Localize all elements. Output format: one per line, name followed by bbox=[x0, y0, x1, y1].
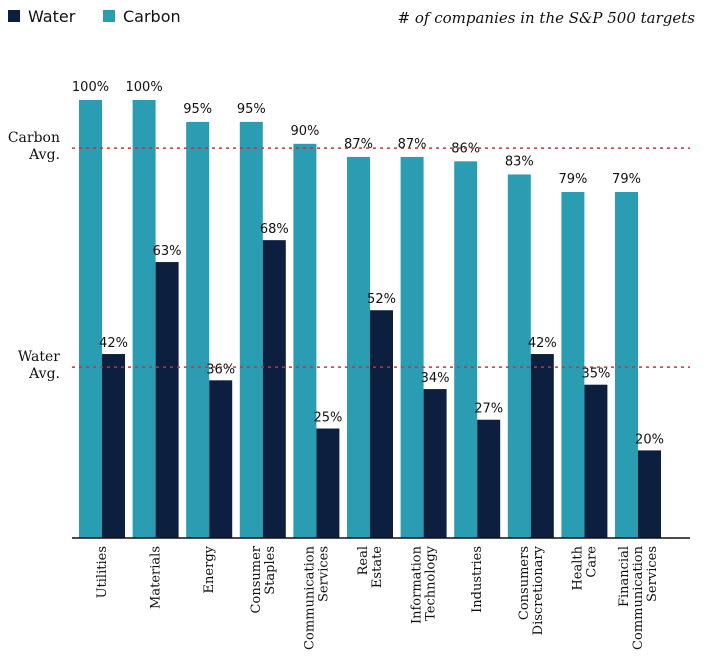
bar-water bbox=[477, 419, 501, 538]
bar-carbon bbox=[454, 161, 478, 538]
legend-swatch-water bbox=[8, 10, 20, 22]
bar-water bbox=[155, 262, 179, 538]
category-label: ConsumerStaples bbox=[249, 545, 278, 613]
category-label: Utilities bbox=[95, 546, 110, 598]
bar-carbon bbox=[293, 143, 317, 539]
bar-carbon bbox=[561, 191, 585, 539]
bar-water bbox=[209, 380, 233, 538]
bar-water bbox=[102, 354, 125, 538]
value-label-water: 63% bbox=[153, 244, 182, 259]
value-label-water: 27% bbox=[474, 402, 503, 417]
value-label-carbon: 79% bbox=[558, 172, 587, 187]
category-label: CommunicationServices bbox=[302, 545, 331, 650]
bar-water bbox=[584, 384, 608, 538]
value-label-water: 36% bbox=[206, 362, 235, 377]
value-label-water: 42% bbox=[99, 336, 128, 351]
value-label-carbon: 95% bbox=[237, 102, 266, 117]
value-label-carbon: 79% bbox=[612, 172, 641, 187]
value-label-water: 20% bbox=[635, 432, 664, 447]
bar-carbon bbox=[132, 100, 156, 538]
value-label-carbon: 87% bbox=[398, 137, 427, 152]
category-label: Energy bbox=[202, 545, 217, 593]
value-label-carbon: 87% bbox=[344, 137, 373, 152]
value-label-water: 25% bbox=[313, 411, 342, 426]
value-label-water: 34% bbox=[421, 371, 450, 386]
legend: Water Carbon bbox=[8, 7, 181, 26]
bar-carbon bbox=[239, 121, 263, 539]
value-label-water: 52% bbox=[367, 292, 396, 307]
bars bbox=[79, 100, 661, 539]
category-label: RealEstate bbox=[356, 546, 385, 588]
bar-carbon bbox=[507, 174, 531, 538]
bar-water bbox=[262, 240, 286, 538]
bar-carbon bbox=[615, 191, 638, 539]
value-label-carbon: 83% bbox=[505, 154, 534, 169]
bar-water bbox=[370, 310, 393, 538]
value-labels: 100% 42% 100% 63% 95% 36% 95% 68% 90% 25% 87% 52% 87… bbox=[72, 80, 664, 447]
value-label-carbon: 90% bbox=[290, 124, 319, 139]
category-labels: Utilities Materials Energy ConsumerStaples C… bbox=[95, 545, 660, 650]
value-label-carbon: 95% bbox=[183, 102, 212, 117]
category-label: Industries bbox=[470, 546, 485, 613]
legend-label-water: Water bbox=[28, 7, 76, 26]
bar-water bbox=[423, 389, 447, 538]
reference-label-water: Water Avg. bbox=[18, 349, 60, 382]
category-label: ConsumersDiscretionary bbox=[517, 545, 546, 635]
bar-carbon bbox=[347, 156, 370, 538]
value-label-carbon: 100% bbox=[72, 80, 109, 95]
value-label-water: 42% bbox=[528, 336, 557, 351]
category-label: HealthCare bbox=[570, 545, 599, 590]
category-label: InformationTechnology bbox=[410, 545, 439, 624]
value-label-water: 68% bbox=[260, 222, 289, 237]
value-label-water: 35% bbox=[581, 367, 610, 382]
reference-lines: Carbon Avg. Water Avg. bbox=[8, 130, 690, 382]
bar-carbon bbox=[400, 156, 424, 538]
legend-swatch-carbon bbox=[103, 10, 115, 22]
bar-carbon bbox=[79, 100, 102, 538]
bar-water bbox=[316, 428, 340, 538]
category-label: FinancialCommunicationServices bbox=[617, 545, 660, 650]
legend-label-carbon: Carbon bbox=[123, 7, 181, 26]
reference-label-carbon: Carbon Avg. bbox=[8, 130, 60, 163]
bar-carbon bbox=[186, 121, 210, 539]
chart-subtitle: # of companies in the S&P 500 targets bbox=[398, 9, 696, 27]
bar-water bbox=[638, 450, 661, 538]
value-label-carbon: 100% bbox=[126, 80, 163, 95]
bar-water bbox=[530, 354, 554, 538]
category-label: Materials bbox=[149, 546, 164, 609]
